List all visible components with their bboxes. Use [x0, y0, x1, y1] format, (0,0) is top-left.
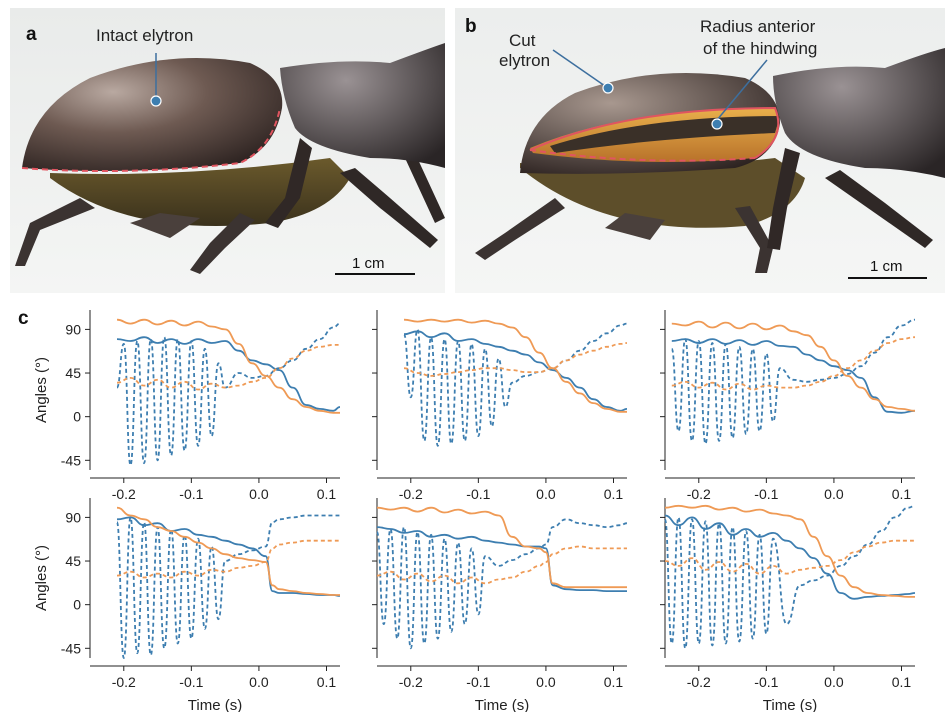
chart-6: -0.2 -0.1 0.0 0.1 Time (s) [660, 498, 916, 712]
panel-letter-c: c [18, 308, 29, 329]
y-tick-label: 45 [65, 365, 81, 381]
x-tick-label: -0.1 [179, 486, 203, 502]
x-tick-label: -0.2 [687, 674, 711, 690]
x-tick-label: -0.2 [399, 674, 423, 690]
y-tick-label: 0 [73, 597, 81, 613]
chart-2: -0.2 -0.1 0.0 0.1 [372, 310, 628, 502]
annotation-intact-elytron: Intact elytron [96, 26, 193, 45]
series-orange-solid [403, 318, 627, 413]
annotation-cut: Cut [509, 31, 536, 50]
series-orange-solid [376, 506, 627, 589]
x-tick-label: -0.2 [399, 486, 423, 502]
x-axis-label: Time (s) [188, 697, 242, 712]
series-blue-solid [403, 330, 628, 412]
x-tick-label: 0.0 [536, 674, 556, 690]
y-tick-label: 90 [65, 509, 81, 525]
x-axis-label: Time (s) [475, 697, 529, 712]
series-blue-dashed [116, 322, 341, 467]
x-tick-label: -0.1 [466, 674, 490, 690]
series-blue-dashed [403, 322, 628, 447]
x-tick-label: -0.1 [754, 486, 778, 502]
x-tick-label: -0.1 [179, 674, 203, 690]
series-blue-dashed [664, 504, 916, 650]
series-orange-solid [671, 320, 916, 412]
series-blue-solid [664, 514, 916, 600]
y-tick-label: -45 [61, 452, 81, 468]
panel-letter-b: b [465, 16, 477, 37]
photo-panel-b: b Cut elytron Radius anterior of the hin… [455, 8, 945, 293]
y-tick-label: -45 [61, 640, 81, 656]
y-axis-label: Angles (°) [33, 545, 50, 611]
beetle-photo-intact: a Intact elytron 1 cm [10, 8, 445, 293]
series-orange-dashed [116, 539, 340, 579]
x-tick-label: 0.1 [892, 486, 912, 502]
annotation-radius-anterior: Radius anterior [700, 17, 816, 36]
x-tick-label: -0.1 [466, 486, 490, 502]
y-tick-label: 0 [73, 409, 81, 425]
chart-4: 90 45 0 -45 -0.2 -0.1 0.0 0.1 Angles (°) Time (s) [33, 498, 341, 712]
series-blue-dashed [670, 318, 916, 445]
series-blue-solid [671, 338, 916, 414]
annotation-hindwing: of the hindwing [703, 39, 817, 58]
beetle-photo-cut: b Cut elytron Radius anterior of the hin… [455, 8, 945, 293]
y-tick-label: 45 [65, 553, 81, 569]
x-tick-label: 0.1 [892, 674, 912, 690]
y-tick-label: 90 [65, 321, 81, 337]
x-tick-label: 0.0 [824, 674, 844, 690]
series-blue-solid [376, 526, 627, 593]
x-tick-label: -0.2 [112, 674, 136, 690]
x-tick-label: 0.1 [317, 674, 337, 690]
x-axis-label: Time (s) [763, 697, 817, 712]
series-orange-dashed [376, 545, 627, 585]
scale-bar-label-a: 1 cm [352, 255, 385, 272]
chart-5: -0.2 -0.1 0.0 0.1 Time (s) [372, 498, 628, 712]
series-orange-dashed [664, 539, 915, 575]
series-blue-solid [116, 336, 341, 412]
photo-panel-a: a Intact elytron 1 cm [10, 8, 445, 293]
series-blue-dashed [376, 518, 628, 650]
y-axis-label: Angles (°) [33, 357, 50, 423]
chart-1: 90 45 0 -45 -0.2 -0.1 0.0 0.1 Angles (°) [33, 310, 341, 502]
series-blue-solid [116, 516, 341, 597]
annotation-pointer-cut [552, 49, 606, 87]
series-orange-dashed [116, 344, 340, 391]
x-tick-label: 0.1 [604, 486, 624, 502]
x-tick-label: 0.0 [824, 486, 844, 502]
annotation-dot-cut [602, 82, 614, 94]
panel-letter-a: a [26, 24, 37, 45]
x-tick-label: 0.0 [536, 486, 556, 502]
x-tick-label: -0.2 [687, 486, 711, 502]
chart-3: -0.2 -0.1 0.0 0.1 [660, 310, 916, 502]
x-tick-label: 0.1 [317, 486, 337, 502]
series-orange-solid [116, 318, 340, 414]
x-tick-label: 0.1 [604, 674, 624, 690]
x-tick-label: 0.0 [249, 486, 269, 502]
x-tick-label: 0.0 [249, 674, 269, 690]
series-orange-solid [116, 506, 340, 596]
scale-bar-label-b: 1 cm [870, 258, 903, 275]
x-tick-label: -0.1 [754, 674, 778, 690]
series-orange-dashed [671, 336, 916, 391]
annotation-dot [150, 95, 162, 107]
annotation-elytron: elytron [499, 51, 550, 70]
series-orange-solid [664, 504, 915, 598]
series-orange-dashed [403, 342, 628, 377]
annotation-dot-radius [711, 118, 723, 130]
x-tick-label: -0.2 [112, 486, 136, 502]
annotation-pointer-radius [716, 59, 768, 121]
series-blue-dashed [116, 514, 340, 659]
